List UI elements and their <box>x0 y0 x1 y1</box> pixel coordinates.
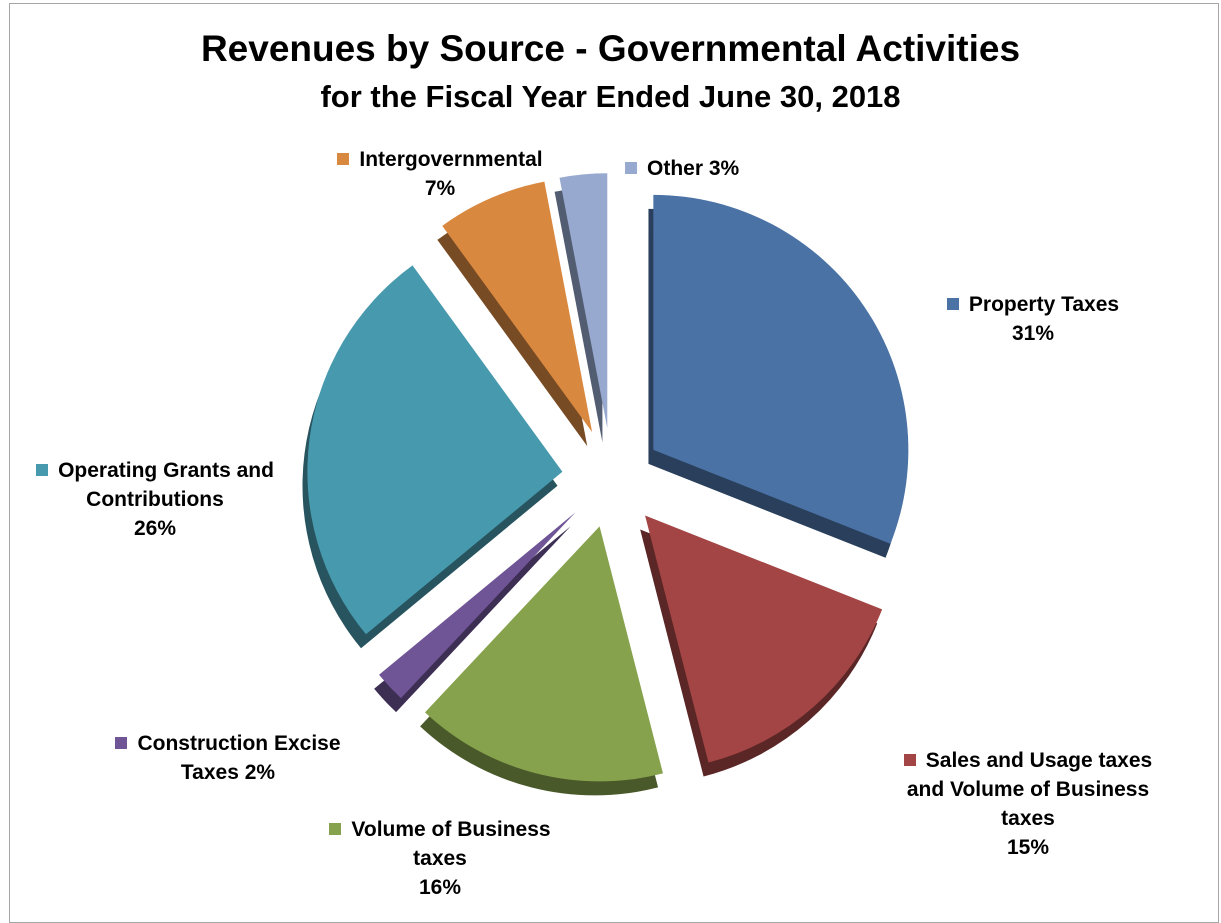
label-intergovernmental: Intergovernmental 7% <box>300 145 580 203</box>
label-intergovernmental-value: 7% <box>424 177 456 200</box>
label-property-taxes-text: Property Taxes <box>968 293 1120 316</box>
label-operating-grants: Operating Grants and Contributions 26% <box>25 456 285 543</box>
chart-title: Revenues by Source - Governmental Activi… <box>200 28 1021 69</box>
label-other-text: Other <box>647 157 704 180</box>
pie-slice-other <box>559 173 608 429</box>
label-sales-usage-value: 15% <box>1006 836 1050 859</box>
label-sales-usage: Sales and Usage taxes and Volume of Busi… <box>898 746 1158 862</box>
swatch-operating-grants <box>36 464 49 476</box>
pie-slice-construction-excise <box>379 512 576 699</box>
label-construction-excise-text: Construction Excise Taxes <box>137 732 341 784</box>
label-construction-excise: Construction Excise Taxes 2% <box>108 729 348 787</box>
swatch-sales-usage <box>903 754 916 766</box>
label-volume-business-value: 16% <box>418 876 462 899</box>
swatch-other <box>625 162 637 174</box>
swatch-construction-excise <box>115 737 128 749</box>
swatch-volume-business <box>329 823 342 835</box>
pie-slice-intergovernmental <box>442 181 593 433</box>
pie-slice-operating-grants <box>307 265 563 635</box>
pie-slice-volume-business <box>425 526 663 782</box>
label-intergovernmental-text: Intergovernmental <box>359 148 543 171</box>
label-sales-usage-text: Sales and Usage taxes and Volume of Busi… <box>906 749 1153 830</box>
label-other-value: 3% <box>708 157 740 180</box>
label-construction-excise-value: 2% <box>244 761 276 784</box>
label-property-taxes-value: 31% <box>1011 322 1055 345</box>
swatch-intergovernmental <box>337 153 350 165</box>
swatch-property-taxes <box>946 298 959 310</box>
label-volume-business: Volume of Business taxes 16% <box>320 815 560 902</box>
pie-slice-property-taxes <box>653 194 909 544</box>
label-volume-business-text: Volume of Business taxes <box>351 818 551 870</box>
chart-subtitle: for the Fiscal Year Ended June 30, 2018 <box>320 79 901 114</box>
label-property-taxes: Property Taxes 31% <box>918 290 1148 348</box>
label-operating-grants-value: 26% <box>133 517 177 540</box>
pie-slice-sales-usage <box>645 515 883 763</box>
label-operating-grants-text: Operating Grants and Contributions <box>58 459 274 511</box>
label-other: Other 3% <box>625 154 739 183</box>
